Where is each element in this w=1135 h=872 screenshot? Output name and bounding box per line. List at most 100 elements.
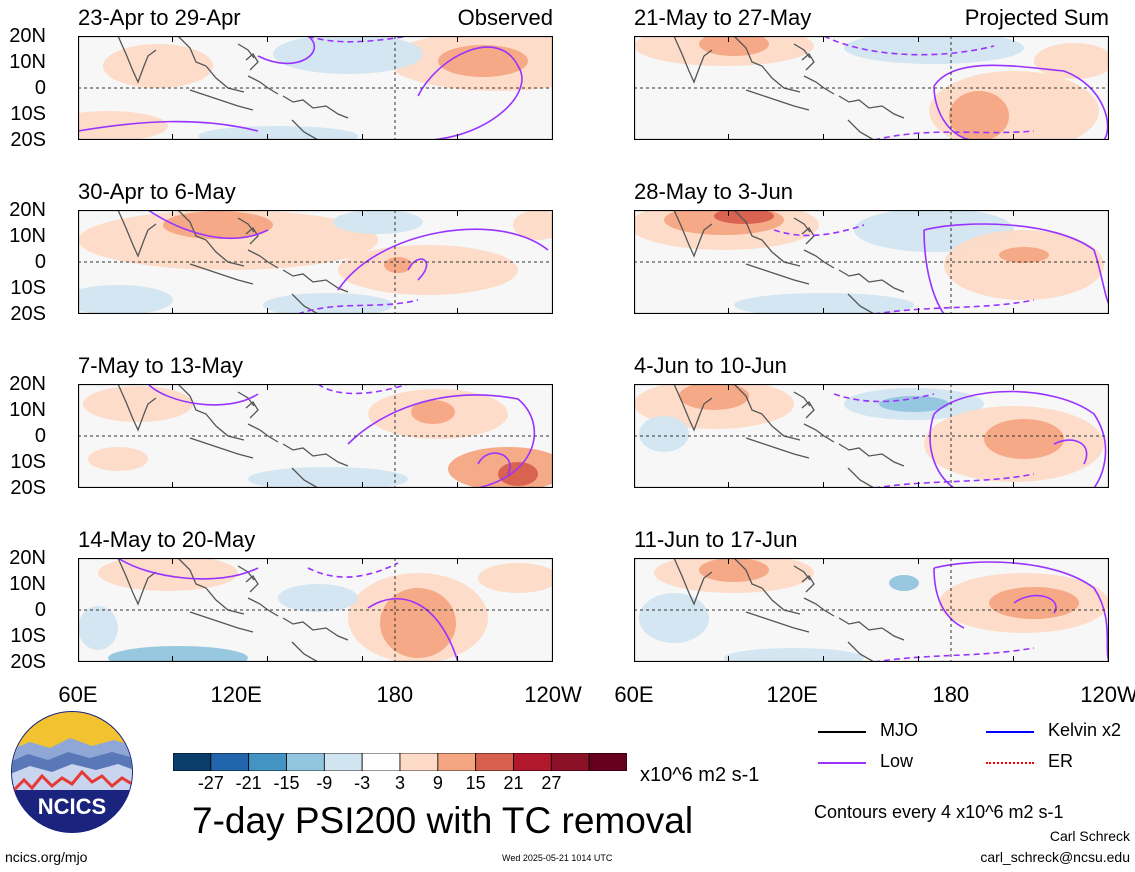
- footer-timestamp: Wed 2025-05-21 1014 UTC: [502, 853, 613, 863]
- anomaly-shade: [380, 588, 456, 658]
- low-contour-negative: [773, 224, 865, 237]
- anomaly-shade: [198, 126, 358, 140]
- coastline: [245, 227, 259, 245]
- panel-title: 4-Jun to 10-Jun: [634, 353, 787, 378]
- panel-title: 11-Jun to 17-Jun: [634, 527, 798, 552]
- anomaly-shade: [679, 384, 749, 410]
- coastline: [189, 437, 254, 459]
- anomaly-shade: [984, 419, 1064, 459]
- coastline: [745, 263, 810, 285]
- low-contour-positive: [933, 390, 1107, 488]
- coastline: [245, 53, 259, 71]
- coastline: [847, 293, 875, 314]
- coastline: [793, 217, 811, 233]
- colorbar-swatch: [361, 752, 401, 772]
- low-contour-positive: [933, 561, 1109, 662]
- coastline: [117, 384, 157, 432]
- footer-url[interactable]: ncics.org/mjo: [5, 849, 88, 865]
- y-tick-label: 10S: [10, 625, 46, 647]
- anomaly-shade: [999, 247, 1049, 263]
- legend-line-er: [986, 762, 1034, 764]
- anomaly-shade: [411, 400, 455, 424]
- panel-title: 30-Apr to 6-May: [78, 179, 236, 204]
- panel-header: Observed: [457, 5, 553, 30]
- coastline: [803, 423, 835, 443]
- contour-note: Contours every 4 x10^6 m2 s-1: [814, 802, 1064, 822]
- logo-text: NCICS: [38, 794, 106, 819]
- low-contour-positive: [78, 120, 259, 132]
- anomaly-shade: [844, 36, 1024, 64]
- y-tick-label: 20N: [9, 547, 46, 569]
- coastline: [282, 617, 349, 641]
- coastline: [673, 36, 713, 84]
- coastline: [801, 227, 815, 245]
- map-panel-p7: [634, 384, 1109, 488]
- anomaly-shade: [384, 257, 412, 273]
- coastline: [189, 89, 254, 111]
- coastline: [673, 558, 713, 606]
- low-contour-positive: [408, 46, 523, 140]
- coastline: [793, 43, 811, 59]
- low-contour-positive: [923, 223, 1109, 307]
- coastline: [247, 423, 279, 443]
- footer-email[interactable]: carl_schreck@ncsu.edu: [980, 849, 1130, 865]
- legend-line-low: [818, 762, 866, 764]
- anomaly-shade: [724, 648, 864, 662]
- panel-title: 21-May to 27-May: [634, 5, 812, 30]
- anomaly-shade: [478, 563, 553, 593]
- colorbar-tick-label: 15: [465, 773, 486, 793]
- low-contour-negative: [317, 384, 409, 395]
- colorbar-swatch: [513, 752, 552, 772]
- anomaly-shade: [108, 646, 248, 662]
- anomaly-shade: [78, 210, 378, 270]
- map-panel-p3: [78, 384, 553, 488]
- anomaly-shade: [734, 293, 914, 314]
- map-panel-p1: [78, 36, 553, 140]
- anomaly-shade: [83, 386, 193, 422]
- coastline: [838, 269, 905, 293]
- y-tick-label: 10N: [9, 399, 46, 421]
- panel-title: 28-May to 3-Jun: [634, 179, 793, 204]
- y-tick-label: 10N: [9, 225, 46, 247]
- colorbar-tick-label: -27: [197, 773, 224, 793]
- coastline: [237, 217, 255, 233]
- colorbar-swatch: [172, 752, 212, 772]
- coastline: [801, 575, 815, 593]
- low-contour-negative: [873, 299, 1035, 314]
- coastline: [189, 263, 254, 285]
- low-contour-positive: [933, 64, 1109, 140]
- colorbar-swatch: [475, 752, 514, 772]
- low-contour-negative: [873, 130, 1035, 140]
- coastline: [745, 611, 810, 633]
- x-tick-label: 120W: [524, 682, 582, 707]
- anomaly-shade: [989, 587, 1079, 619]
- low-contour-positive: [933, 567, 965, 629]
- low-contour-negative: [823, 36, 995, 56]
- anomaly-shade: [273, 36, 423, 74]
- coastline: [745, 437, 810, 459]
- colorbar-tick-label: -3: [354, 773, 371, 793]
- anomaly-shade: [163, 211, 273, 239]
- low-contour-positive: [1053, 439, 1088, 465]
- coastline: [847, 641, 875, 662]
- coastline: [838, 617, 905, 641]
- coastline: [117, 210, 157, 258]
- anomaly-shade: [338, 245, 518, 295]
- x-tick-label: 60E: [614, 682, 654, 707]
- panel-title: 7-May to 13-May: [78, 353, 244, 378]
- colorbar-tick-label: 9: [432, 773, 443, 793]
- low-contour-negative: [873, 647, 1035, 662]
- y-tick-label: 0: [34, 599, 46, 621]
- anomaly-shade: [248, 467, 408, 488]
- coastline: [673, 384, 713, 432]
- y-tick-label: 0: [34, 425, 46, 447]
- coastline: [803, 249, 835, 269]
- coastline: [291, 641, 319, 662]
- y-tick-label: 20S: [10, 651, 46, 673]
- colorbar-tick-label: 3: [394, 773, 405, 793]
- y-tick-label: 20N: [9, 199, 46, 221]
- y-tick-label: 20N: [9, 373, 46, 395]
- y-tick-label: 20S: [10, 129, 46, 151]
- anomaly-shade: [78, 285, 173, 314]
- anomaly-shade: [639, 593, 709, 643]
